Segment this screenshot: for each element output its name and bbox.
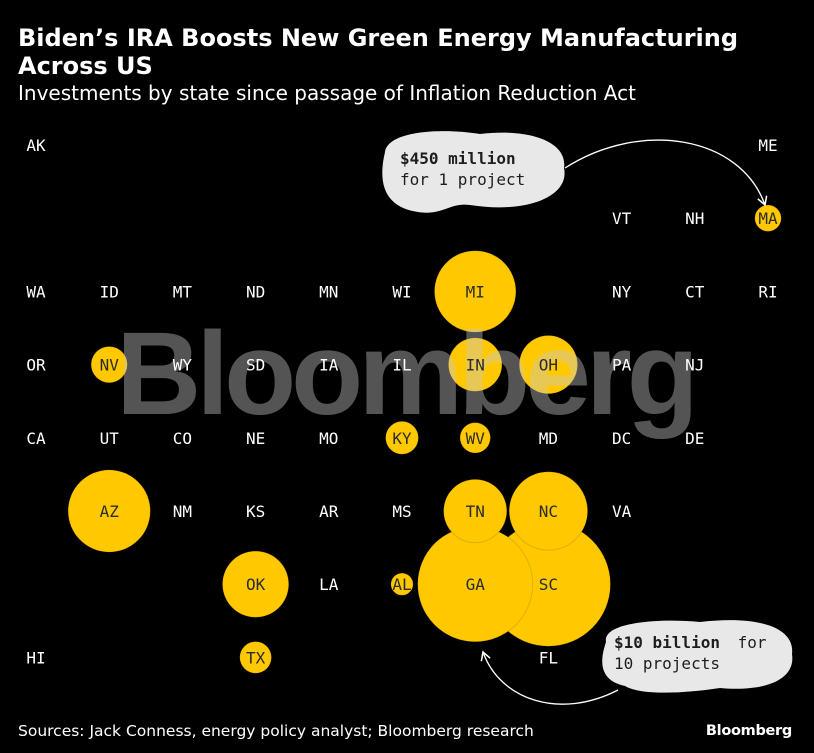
callout-small-bubble — [382, 131, 565, 213]
bubble-wv — [459, 422, 491, 454]
bubble-mi — [434, 250, 517, 333]
state-label-wy: WY — [173, 356, 193, 375]
state-label-nc: NC — [539, 502, 558, 521]
state-label-wv: WV — [466, 429, 486, 448]
state-label-az: AZ — [100, 502, 120, 521]
callout-large-bubble — [602, 620, 793, 693]
callout-small-value: $450 million — [400, 149, 516, 168]
state-label-ny: NY — [612, 282, 632, 301]
bubble-nc — [508, 471, 589, 551]
state-label-ma: MA — [758, 209, 778, 228]
state-label-ia: IA — [319, 356, 339, 375]
state-label-al: AL — [392, 575, 411, 594]
callout-small-text: for 1 project — [400, 170, 525, 189]
state-label-de: DE — [685, 429, 704, 448]
state-label-ok: OK — [246, 575, 266, 594]
state-label-dc: DC — [612, 429, 631, 448]
callout-large-value: $10 billion — [614, 633, 720, 652]
state-label-nj: NJ — [685, 356, 704, 375]
state-label-nm: NM — [173, 502, 192, 521]
state-label-ar: AR — [319, 502, 339, 521]
callout-large-text-1: for — [738, 633, 767, 652]
state-label-ms: MS — [392, 502, 411, 521]
state-label-ga: GA — [466, 575, 486, 594]
bubbles-layer — [67, 204, 782, 674]
state-label-wi: WI — [392, 282, 411, 301]
state-label-pa: PA — [612, 356, 632, 375]
state-label-vt: VT — [612, 209, 632, 228]
chart-subtitle: Investments by state since passage of In… — [18, 81, 636, 105]
callout-large: $10 billion for 10 projects — [480, 620, 793, 705]
state-label-ks: KS — [246, 502, 265, 521]
bubble-in — [448, 337, 503, 392]
state-label-sc: SC — [539, 575, 558, 594]
bubble-oh — [518, 335, 579, 395]
state-label-va: VA — [612, 502, 632, 521]
state-label-oh: OH — [539, 356, 558, 375]
state-label-mt: MT — [173, 282, 193, 301]
state-label-nd: ND — [246, 282, 265, 301]
state-labels-layer: AK ME VT NH MA WA ID MT ND MN WI MI NY CT RI OR NV WY SD IA… — [26, 136, 778, 667]
callout-large-arrow — [480, 650, 619, 705]
state-label-me: ME — [758, 136, 777, 155]
source-note: Sources: Jack Conness, energy policy ana… — [18, 722, 534, 740]
chart-title: Biden’s IRA Boosts New Green Energy Manu… — [18, 24, 739, 80]
state-label-il: IL — [392, 356, 411, 375]
state-label-co: CO — [173, 429, 192, 448]
state-label-ca: CA — [26, 429, 46, 448]
callout-small-arrow — [564, 139, 768, 207]
state-label-hi: HI — [26, 648, 45, 667]
state-label-id: ID — [100, 282, 119, 301]
bubble-tx — [239, 641, 272, 674]
state-label-md: MD — [539, 429, 558, 448]
state-label-la: LA — [319, 575, 339, 594]
bubble-ky — [385, 420, 419, 455]
bloomberg-logo: Bloomberg — [705, 723, 792, 739]
bloomberg-watermark: Bloomberg — [116, 308, 694, 440]
state-label-nv: NV — [100, 356, 120, 375]
state-label-ut: UT — [100, 429, 120, 448]
callout-small: $450 million for 1 project — [382, 131, 768, 213]
svg-text:$450 million: $450 million — [400, 149, 516, 168]
bubble-tn — [443, 478, 508, 544]
state-label-ak: AK — [26, 136, 46, 155]
state-label-tn: TN — [466, 502, 485, 521]
bubble-ma — [754, 204, 782, 232]
state-label-ct: CT — [685, 282, 705, 301]
state-label-or: OR — [26, 356, 46, 375]
state-label-tx: TX — [246, 648, 266, 667]
bubble-nv — [90, 346, 128, 384]
state-label-mo: MO — [319, 429, 338, 448]
state-label-wa: WA — [26, 282, 46, 301]
svg-text:$10 billion for: $10 billion for — [614, 633, 767, 652]
state-label-ky: KY — [392, 429, 412, 448]
state-label-in: IN — [466, 356, 485, 375]
state-label-fl: FL — [539, 648, 558, 667]
bubble-al — [390, 572, 414, 596]
state-label-ne: NE — [246, 429, 265, 448]
state-label-ri: RI — [758, 282, 777, 301]
callout-large-text-2: 10 projects — [614, 654, 720, 673]
state-label-nh: NH — [685, 209, 704, 228]
bubble-ok — [222, 550, 290, 618]
state-label-sd: SD — [246, 356, 265, 375]
state-label-mi: MI — [466, 282, 485, 301]
state-label-mn: MN — [319, 282, 338, 301]
bubble-az — [67, 469, 151, 553]
